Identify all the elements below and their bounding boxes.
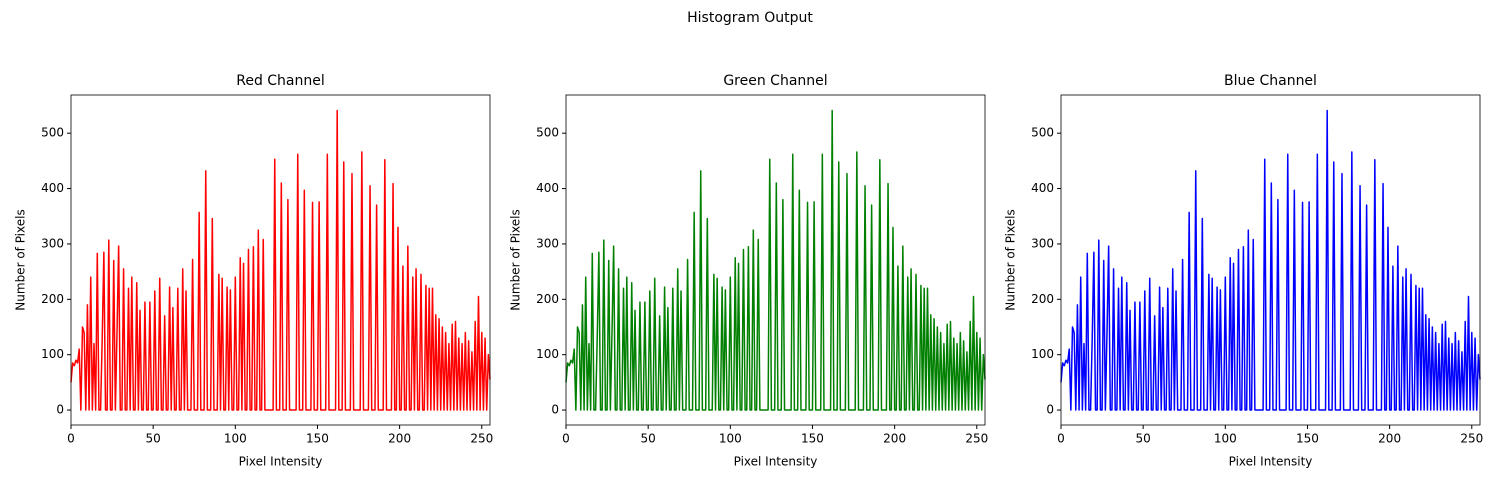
y-tick-label: 0 [56, 403, 64, 417]
y-tick-label: 200 [1031, 292, 1054, 306]
y-tick-label: 500 [1031, 126, 1054, 140]
x-axis-label: Pixel Intensity [239, 455, 323, 469]
x-tick-label: 200 [883, 432, 906, 446]
subplot-title: Green Channel [723, 73, 827, 89]
y-tick-label: 400 [536, 181, 559, 195]
y-tick-label: 100 [1031, 347, 1054, 361]
y-tick-label: 0 [1046, 403, 1054, 417]
subplot-title: Red Channel [236, 73, 325, 89]
y-tick-label: 100 [41, 347, 64, 361]
x-tick-label: 0 [67, 432, 75, 446]
y-tick-label: 200 [41, 292, 64, 306]
axes-frame [1060, 94, 1481, 426]
x-tick-label: 250 [1460, 432, 1483, 446]
x-tick-label: 250 [965, 432, 988, 446]
x-tick-label: 50 [1136, 432, 1151, 446]
y-tick-label: 0 [551, 403, 559, 417]
y-axis-label: Number of Pixels [1004, 209, 1018, 310]
x-tick-label: 200 [388, 432, 411, 446]
x-axis-label: Pixel Intensity [734, 455, 818, 469]
x-tick-label: 150 [306, 432, 329, 446]
y-tick-label: 300 [536, 236, 559, 250]
figure-title: Histogram Output [687, 10, 813, 26]
x-tick-label: 50 [146, 432, 161, 446]
y-tick-label: 400 [41, 181, 64, 195]
y-tick-label: 300 [1031, 236, 1054, 250]
y-tick-label: 500 [536, 126, 559, 140]
x-tick-label: 100 [224, 432, 247, 446]
x-tick-label: 50 [641, 432, 656, 446]
x-tick-label: 150 [1296, 432, 1319, 446]
y-axis-label: Number of Pixels [14, 209, 28, 310]
y-tick-label: 500 [41, 126, 64, 140]
x-tick-label: 250 [470, 432, 493, 446]
x-tick-label: 100 [1214, 432, 1237, 446]
y-axis-label: Number of Pixels [509, 209, 523, 310]
axes-frame [565, 94, 986, 426]
histogram-line [565, 109, 986, 411]
histogram-line [1060, 109, 1481, 411]
x-tick-label: 150 [801, 432, 824, 446]
x-tick-label: 100 [719, 432, 742, 446]
y-tick-label: 100 [536, 347, 559, 361]
x-tick-label: 200 [1378, 432, 1401, 446]
x-tick-label: 0 [1057, 432, 1065, 446]
histogram-line [70, 109, 491, 411]
subplot-title: Blue Channel [1224, 73, 1317, 89]
y-tick-label: 400 [1031, 181, 1054, 195]
x-axis-label: Pixel Intensity [1229, 455, 1313, 469]
x-tick-label: 0 [562, 432, 570, 446]
y-tick-label: 200 [536, 292, 559, 306]
axes-frame [70, 94, 491, 426]
y-tick-label: 300 [41, 236, 64, 250]
